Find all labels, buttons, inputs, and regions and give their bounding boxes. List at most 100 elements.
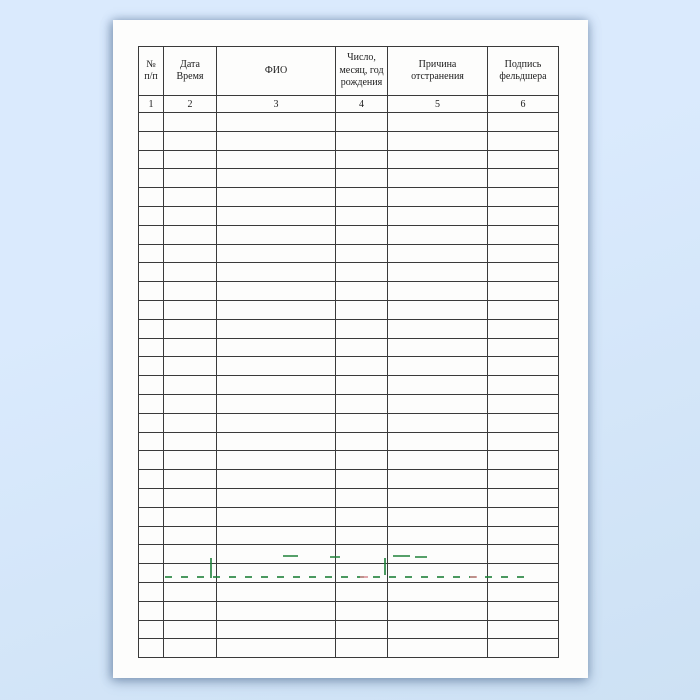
table-row xyxy=(138,281,559,301)
empty-cell xyxy=(138,281,164,301)
table-row xyxy=(138,243,559,264)
table-row xyxy=(138,262,559,283)
empty-cell xyxy=(138,431,164,452)
empty-cell xyxy=(387,375,488,395)
empty-cell xyxy=(387,469,488,489)
empty-cell xyxy=(387,168,488,189)
table-row xyxy=(138,187,559,207)
empty-cell xyxy=(335,281,388,301)
empty-cell xyxy=(387,262,488,283)
header-line: № xyxy=(146,58,156,70)
empty-cell xyxy=(163,243,217,264)
column-numbers-row: 1 2 3 4 5 6 xyxy=(138,95,559,113)
empty-cell xyxy=(387,112,488,132)
empty-cell xyxy=(216,600,336,621)
empty-cell xyxy=(335,149,388,170)
column-number-cell: 5 xyxy=(387,95,488,113)
header-line: рождения xyxy=(340,77,383,89)
empty-cell xyxy=(138,563,164,583)
document-page: № п/п Дата Время ФИО Число, месяц, год р… xyxy=(113,20,588,678)
empty-cell xyxy=(487,243,559,264)
empty-cell xyxy=(335,412,388,433)
empty-cell xyxy=(487,318,559,339)
column-header-signature: Подпись фельдшера xyxy=(487,46,559,96)
empty-cell xyxy=(487,563,559,583)
empty-cell xyxy=(163,638,217,659)
empty-cell xyxy=(487,187,559,207)
empty-cell xyxy=(163,168,217,189)
empty-cell xyxy=(163,431,217,452)
empty-cell xyxy=(487,337,559,358)
empty-cell xyxy=(163,205,217,226)
empty-cell xyxy=(487,299,559,320)
empty-cell xyxy=(138,581,164,602)
column-header-number: № п/п xyxy=(138,46,164,96)
empty-cell xyxy=(216,619,336,640)
empty-cell xyxy=(163,337,217,358)
table-header-row: № п/п Дата Время ФИО Число, месяц, год р… xyxy=(138,46,559,96)
empty-cell xyxy=(487,356,559,377)
empty-cell xyxy=(335,337,388,358)
empty-cell xyxy=(487,205,559,226)
empty-cell xyxy=(138,393,164,414)
suspension-log-table: № п/п Дата Время ФИО Число, месяц, год р… xyxy=(138,46,559,659)
empty-cell xyxy=(335,450,388,471)
empty-cell xyxy=(163,563,217,583)
empty-cell xyxy=(216,337,336,358)
column-number-cell: 2 xyxy=(163,95,217,113)
empty-cell xyxy=(216,525,336,546)
empty-cell xyxy=(163,525,217,546)
empty-cell xyxy=(163,187,217,207)
empty-cell xyxy=(216,262,336,283)
table-row xyxy=(138,431,559,452)
empty-cell xyxy=(487,506,559,527)
empty-cell xyxy=(216,205,336,226)
header-line: Подпись xyxy=(504,58,542,70)
empty-cell xyxy=(335,130,388,151)
empty-cell xyxy=(335,600,388,621)
empty-cell xyxy=(387,356,488,377)
empty-cell xyxy=(138,299,164,320)
empty-cell xyxy=(163,224,217,245)
table-row xyxy=(138,112,559,132)
empty-cell xyxy=(487,168,559,189)
empty-cell xyxy=(335,563,388,583)
empty-cell xyxy=(216,563,336,583)
empty-cell xyxy=(163,506,217,527)
empty-cell xyxy=(335,487,388,508)
table-row xyxy=(138,149,559,170)
empty-cell xyxy=(387,224,488,245)
table-row xyxy=(138,600,559,621)
empty-cell xyxy=(138,600,164,621)
empty-cell xyxy=(163,130,217,151)
empty-cell xyxy=(216,638,336,659)
empty-cell xyxy=(487,450,559,471)
empty-cell xyxy=(138,638,164,659)
empty-cell xyxy=(138,224,164,245)
column-header-reason: Причина отстранения xyxy=(387,46,488,96)
empty-cell xyxy=(138,544,164,565)
empty-cell xyxy=(487,262,559,283)
empty-cell xyxy=(487,544,559,565)
column-header-fio: ФИО xyxy=(216,46,336,96)
table-row xyxy=(138,544,559,565)
empty-cell xyxy=(163,356,217,377)
empty-cell xyxy=(487,638,559,659)
empty-cell xyxy=(387,506,488,527)
empty-cell xyxy=(216,168,336,189)
empty-cell xyxy=(216,431,336,452)
empty-cell xyxy=(387,544,488,565)
empty-cell xyxy=(163,281,217,301)
empty-cell xyxy=(487,412,559,433)
empty-cell xyxy=(163,112,217,132)
table-row xyxy=(138,337,559,358)
header-line: ФИО xyxy=(264,64,288,76)
empty-cell xyxy=(163,299,217,320)
empty-cell xyxy=(216,130,336,151)
table-row xyxy=(138,168,559,189)
empty-cell xyxy=(163,450,217,471)
column-number-cell: 6 xyxy=(487,95,559,113)
empty-cell xyxy=(387,431,488,452)
header-line: Причина xyxy=(418,58,457,70)
table-row xyxy=(138,506,559,527)
